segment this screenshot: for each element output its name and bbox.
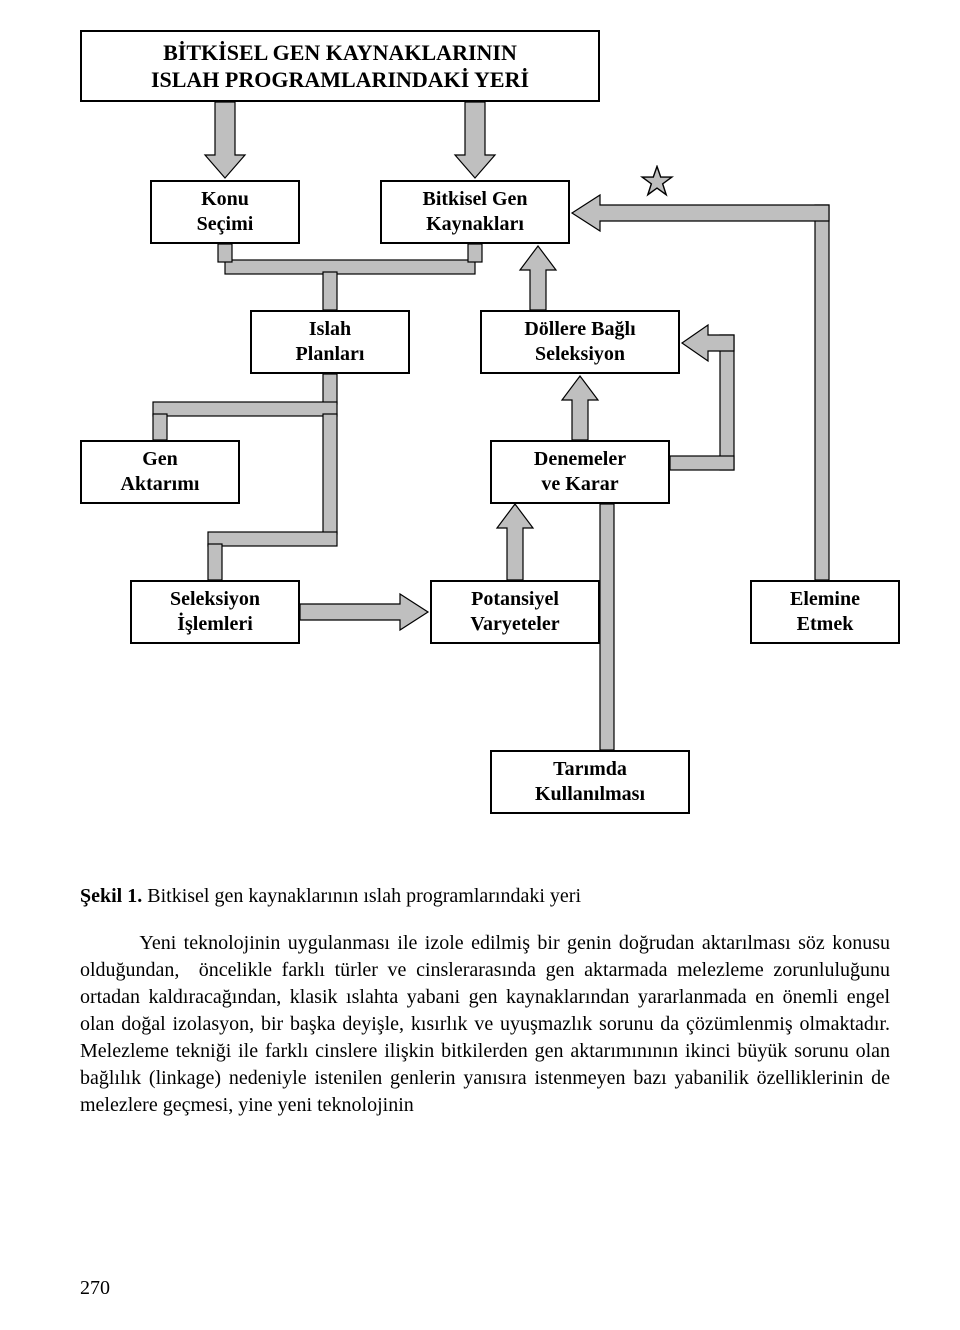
arrow-potansiyel-to-denemeler (497, 504, 533, 580)
node-potan-l2: Varyeteler (470, 612, 559, 637)
node-genakt-l1: Gen (142, 447, 178, 472)
arrow-seleksiyon-to-potansiyel (300, 594, 428, 630)
arrow-title-to-bitkisel (455, 102, 495, 178)
node-tarim-l2: Kullanılması (535, 782, 645, 807)
body-paragraph: Yeni teknolojinin uygulanması ile izole … (80, 930, 890, 1119)
node-title-line2: ISLAH PROGRAMLARINDAKİ YERİ (151, 66, 529, 94)
node-dollere: Döllere Bağlı Seleksiyon (480, 310, 680, 374)
node-genakt-l2: Aktarımı (121, 472, 200, 497)
node-bitk-l2: Kaynakları (426, 212, 524, 237)
node-denemeler: Denemeler ve Karar (490, 440, 670, 504)
node-bitkisel: Bitkisel Gen Kaynakları (380, 180, 570, 244)
body-content: Yeni teknolojinin uygulanması ile izole … (80, 932, 895, 1116)
node-selek-l1: Seleksiyon (170, 587, 260, 612)
body-indent (80, 932, 139, 954)
connector-konu-bitk-to-islah (218, 244, 482, 310)
node-bitk-l1: Bitkisel Gen (422, 187, 527, 212)
node-elemine: Elemine Etmek (750, 580, 900, 644)
node-islah-l2: Planları (296, 342, 365, 367)
figure-caption-label: Şekil 1. (80, 885, 142, 907)
node-tarimda: Tarımda Kullanılması (490, 750, 690, 814)
node-potan-l1: Potansiyel (471, 587, 559, 612)
connector-denemeler-to-tarimda (600, 504, 614, 750)
node-islah-l1: Islah (309, 317, 351, 342)
node-title-line1: BİTKİSEL GEN KAYNAKLARININ (163, 39, 517, 67)
node-denem-l2: ve Karar (541, 472, 618, 497)
node-islah: Islah Planları (250, 310, 410, 374)
node-tarim-l1: Tarımda (553, 757, 627, 782)
node-title: BİTKİSEL GEN KAYNAKLARININ ISLAH PROGRAM… (80, 30, 600, 102)
node-denem-l1: Denemeler (534, 447, 626, 472)
node-seleksiyon: Seleksiyon İşlemleri (130, 580, 300, 644)
node-potansiyel: Potansiyel Varyeteler (430, 580, 600, 644)
page-number: 270 (80, 1277, 110, 1300)
figure-caption-text: Bitkisel gen kaynaklarının ıslah program… (147, 885, 581, 907)
arrow-denemeler-to-dollere (562, 376, 598, 440)
figure-caption: Şekil 1. Bitkisel gen kaynaklarının ısla… (80, 885, 581, 908)
arrow-title-to-konu (205, 102, 245, 178)
node-dollere-l2: Seleksiyon (535, 342, 625, 367)
node-konu-l2: Seçimi (197, 212, 254, 237)
node-konu: Konu Seçimi (150, 180, 300, 244)
node-genaktarimi: Gen Aktarımı (80, 440, 240, 504)
node-elemi-l2: Etmek (797, 612, 854, 637)
node-dollere-l1: Döllere Bağlı (524, 317, 635, 342)
star-icon (640, 165, 674, 199)
node-selek-l2: İşlemleri (177, 612, 253, 637)
node-konu-l1: Konu (201, 187, 249, 212)
arrow-dollere-to-bitkisel (520, 246, 556, 310)
arrow-elemine-to-bitkisel (572, 195, 829, 580)
node-elemi-l1: Elemine (790, 587, 860, 612)
